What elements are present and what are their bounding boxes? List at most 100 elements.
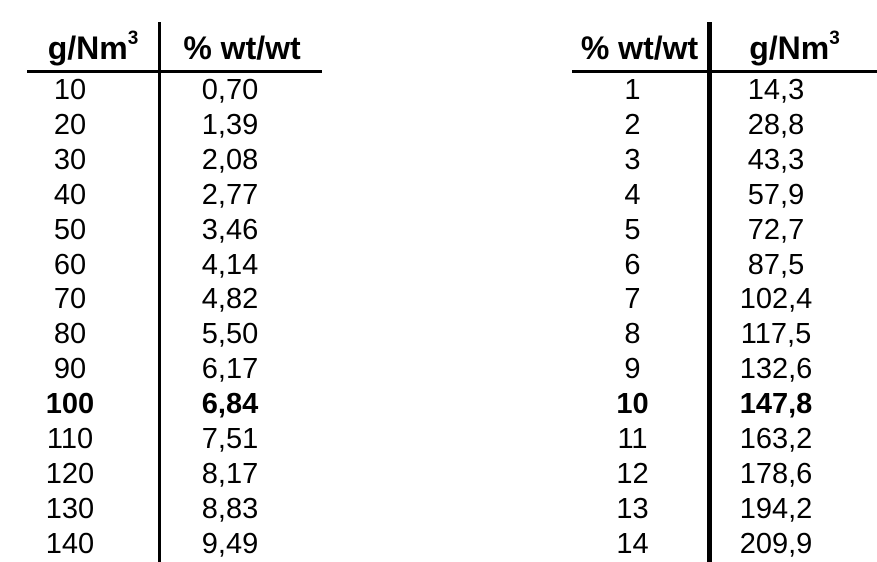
column-header-percent-wtwt: % wt/wt xyxy=(162,29,322,67)
table-row: 120 8,17 xyxy=(0,457,298,492)
table-row: 6 87,5 xyxy=(565,248,848,283)
percent-wtwt-value: 11 xyxy=(617,423,648,456)
table-row: 14 209,9 xyxy=(565,527,848,562)
percent-wtwt-value: 2,08 xyxy=(201,143,259,176)
gnm3-value: 194,2 xyxy=(739,493,813,526)
header-underline xyxy=(27,70,322,73)
gnm3-value: 50 xyxy=(53,213,87,246)
percent-wtwt-value: 6,17 xyxy=(201,353,259,386)
table-row: 9 132,6 xyxy=(565,352,848,387)
column-header-gnm3: g/Nm3 xyxy=(27,29,159,67)
table-row: 50 3,46 xyxy=(0,213,298,248)
percent-wtwt-value: 5,50 xyxy=(201,318,259,351)
table-row: 80 5,50 xyxy=(0,317,298,352)
superscript-3: 3 xyxy=(829,28,840,49)
table-row: 3 43,3 xyxy=(565,143,848,178)
percent-wtwt-value: 2 xyxy=(624,108,641,141)
percent-wtwt-value: 9 xyxy=(624,353,641,386)
gnm3-value: 163,2 xyxy=(739,423,813,456)
table-row: 20 1,39 xyxy=(0,108,298,143)
column-divider-line xyxy=(158,22,161,562)
percent-wtwt-value: 6,84 xyxy=(201,388,259,421)
gnm3-value: 209,9 xyxy=(739,527,813,560)
percent-wtwt-value: 7,51 xyxy=(201,423,259,456)
table-row: 8 117,5 xyxy=(565,317,848,352)
percent-wtwt-value: 3 xyxy=(624,143,641,176)
gnm3-value: 90 xyxy=(53,353,87,386)
table-row: 100 6,84 xyxy=(0,387,298,422)
percent-wtwt-value: 8,83 xyxy=(201,493,259,526)
table-row: 110 7,51 xyxy=(0,422,298,457)
percent-wtwt-value: 1 xyxy=(624,73,641,106)
gnm3-value: 102,4 xyxy=(739,283,813,316)
percent-wtwt-value: 8,17 xyxy=(201,458,259,491)
table-body: 1 14,3 2 28,8 3 43,3 4 57,9 5 72,7 6 87,5 7 102,4 8 117… xyxy=(565,73,848,562)
table-row: 12 178,6 xyxy=(565,457,848,492)
column-header-label: % wt/wt xyxy=(183,30,301,66)
percent-wtwt-value: 12 xyxy=(616,458,649,491)
column-header-label: g/Nm xyxy=(749,30,830,66)
table-row: 13 194,2 xyxy=(565,492,848,527)
gnm3-value: 14,3 xyxy=(747,73,805,106)
header-underline xyxy=(572,70,877,73)
percent-wtwt-value: 6 xyxy=(624,248,641,281)
table-row: 10 0,70 xyxy=(0,73,298,108)
table-row: 70 4,82 xyxy=(0,283,298,318)
table-body: 10 0,70 20 1,39 30 2,08 40 2,77 50 3,46 60 4,14 70 4,… xyxy=(0,73,298,562)
gnm3-value: 60 xyxy=(53,248,87,281)
gnm3-value: 70 xyxy=(53,283,87,316)
table-row: 2 28,8 xyxy=(565,108,848,143)
gnm3-value: 130 xyxy=(45,493,95,526)
percent-wtwt-value: 14 xyxy=(616,527,649,560)
percent-wtwt-value: 8 xyxy=(624,318,641,351)
percent-wtwt-value: 2,77 xyxy=(201,178,259,211)
gnm3-value: 40 xyxy=(53,178,87,211)
percent-wtwt-value: 1,39 xyxy=(201,108,259,141)
gnm3-value: 80 xyxy=(53,318,87,351)
column-header-label: % wt/wt xyxy=(580,30,699,66)
percent-wtwt-value: 10 xyxy=(616,388,649,421)
column-header-label: g/Nm xyxy=(47,30,128,66)
gnm3-value: 178,6 xyxy=(739,458,813,491)
gnm3-value: 140 xyxy=(45,527,95,560)
superscript-3: 3 xyxy=(127,28,139,49)
percent-wtwt-value: 3,46 xyxy=(201,213,259,246)
table-row: 5 72,7 xyxy=(565,213,848,248)
table-row: 40 2,77 xyxy=(0,178,298,213)
table-row: 10 147,8 xyxy=(565,387,848,422)
gnm3-value: 132,6 xyxy=(739,353,813,386)
percent-wtwt-value: 13 xyxy=(616,493,649,526)
gnm3-value: 10 xyxy=(53,73,87,106)
gnm3-value: 117,5 xyxy=(740,318,812,351)
table-row: 130 8,83 xyxy=(0,492,298,527)
gnm3-value: 72,7 xyxy=(747,213,805,246)
table-row: 1 14,3 xyxy=(565,73,848,108)
gnm3-value: 100 xyxy=(45,388,95,421)
table-row: 4 57,9 xyxy=(565,178,848,213)
gnm3-value: 20 xyxy=(53,108,87,141)
column-header-percent-wtwt: % wt/wt xyxy=(572,29,707,67)
gnm3-value: 110 xyxy=(46,423,94,456)
table-row: 11 163,2 xyxy=(565,422,848,457)
table-row: 7 102,4 xyxy=(565,283,848,318)
percent-wtwt-value: 7 xyxy=(624,283,641,316)
gnm3-value: 43,3 xyxy=(747,143,805,176)
table-row: 90 6,17 xyxy=(0,352,298,387)
percent-wtwt-value: 4 xyxy=(624,178,641,211)
gnm3-value: 87,5 xyxy=(747,248,805,281)
percent-wtwt-value: 9,49 xyxy=(201,527,259,560)
gnm3-value: 147,8 xyxy=(739,388,813,421)
column-header-gnm3: g/Nm3 xyxy=(712,29,877,67)
table-row: 30 2,08 xyxy=(0,143,298,178)
table-row: 140 9,49 xyxy=(0,527,298,562)
percent-wtwt-value: 4,82 xyxy=(201,283,259,316)
table-row: 60 4,14 xyxy=(0,248,298,283)
column-divider-line xyxy=(707,22,712,562)
gnm3-value: 28,8 xyxy=(747,108,805,141)
gnm3-value: 30 xyxy=(53,143,87,176)
percent-wtwt-value: 4,14 xyxy=(201,248,259,281)
gnm3-value: 120 xyxy=(45,458,95,491)
gnm3-value: 57,9 xyxy=(747,178,805,211)
percent-wtwt-value: 0,70 xyxy=(201,73,259,106)
